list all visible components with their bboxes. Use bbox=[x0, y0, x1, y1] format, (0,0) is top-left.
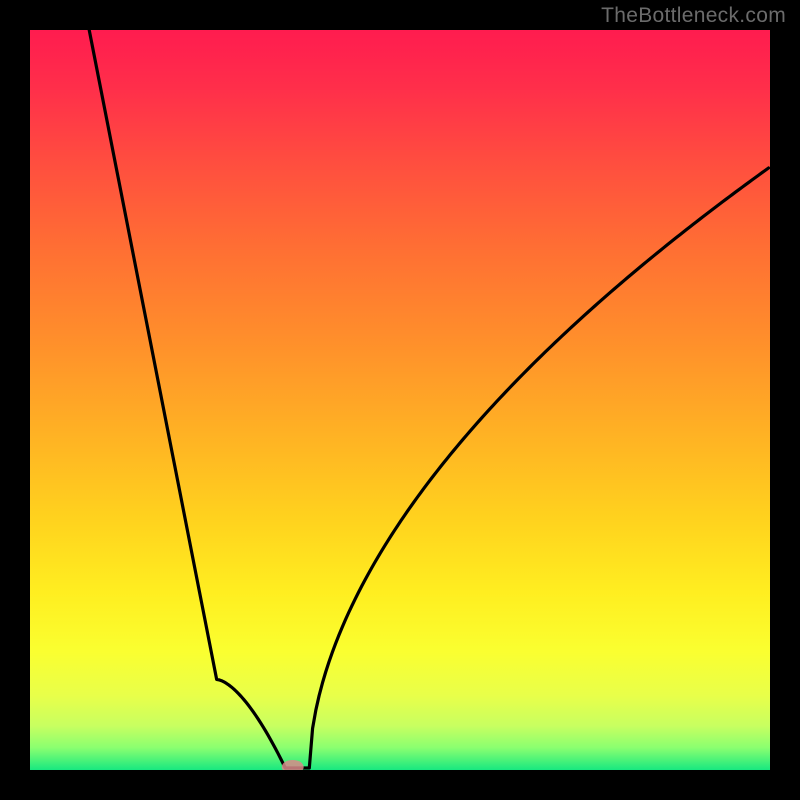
border-right bbox=[770, 0, 800, 800]
gradient-background bbox=[30, 30, 770, 770]
border-bottom bbox=[0, 770, 800, 800]
border-left bbox=[0, 0, 30, 800]
watermark-text: TheBottleneck.com bbox=[601, 4, 786, 28]
chart-stage: TheBottleneck.com bbox=[0, 0, 800, 800]
bottleneck-chart-svg bbox=[0, 0, 800, 800]
